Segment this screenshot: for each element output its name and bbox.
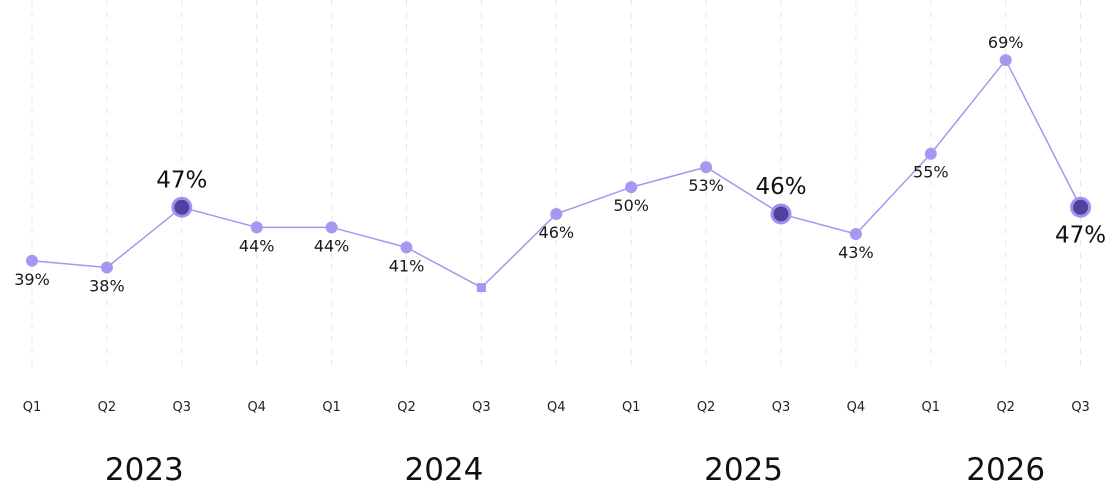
data-point: [625, 181, 638, 194]
x-tick-label: Q3: [772, 400, 791, 415]
data-label: 55%: [913, 163, 949, 182]
year-label: 2024: [404, 452, 483, 488]
data-label: 53%: [688, 176, 724, 195]
x-axis-tick-labels: Q1 Q2 Q3 Q4 Q1 Q2 Q3 Q4 Q1 Q2 Q3 Q4 Q1 Q2 Q3: [23, 400, 1090, 415]
data-point: [250, 221, 263, 234]
year-label: 2025: [704, 452, 783, 488]
data-point: [999, 54, 1012, 67]
x-tick-label: Q2: [98, 400, 117, 415]
data-point: [849, 228, 862, 241]
x-tick-label: Q2: [697, 400, 716, 415]
data-point: [325, 221, 338, 234]
data-label: 43%: [838, 243, 874, 262]
data-label: 69%: [988, 33, 1024, 52]
data-point: [400, 241, 413, 254]
data-point: [924, 147, 937, 160]
data-labels: 39% 38% 47% 44% 44% 41% 46% 50% 53% 46% 43% 55% 69% 4…: [14, 33, 1106, 295]
x-tick-label: Q3: [173, 400, 192, 415]
x-tick-label: Q2: [397, 400, 416, 415]
highlighted-data-point: [171, 196, 193, 218]
x-tick-label: Q1: [23, 400, 42, 415]
x-tick-label: Q1: [622, 400, 641, 415]
data-label: 47%: [1055, 222, 1106, 248]
data-label: 41%: [389, 256, 425, 275]
data-label: 50%: [613, 196, 649, 215]
data-label: 38%: [89, 276, 125, 295]
data-point: [100, 261, 113, 274]
year-label: 2026: [966, 452, 1045, 488]
year-label: 2023: [105, 452, 184, 488]
data-point: [700, 161, 713, 174]
data-point: [550, 207, 563, 220]
grid-lines: [31, 0, 1082, 368]
x-tick-label: Q2: [996, 400, 1015, 415]
data-label: 46%: [539, 223, 575, 242]
data-label: 46%: [755, 174, 806, 200]
x-tick-label: Q4: [847, 400, 866, 415]
year-labels: 2023 2024 2025 2026: [105, 452, 1045, 488]
data-points: [26, 54, 1092, 293]
data-label: 44%: [239, 236, 275, 255]
data-point: [26, 254, 38, 267]
x-tick-label: Q4: [247, 400, 266, 415]
data-label: 44%: [314, 236, 350, 255]
x-tick-label: Q4: [547, 400, 566, 415]
x-tick-label: Q1: [322, 400, 341, 415]
x-tick-label: Q3: [1071, 400, 1090, 415]
x-tick-label: Q1: [922, 400, 941, 415]
data-point: [476, 283, 486, 293]
x-tick-label: Q3: [472, 400, 491, 415]
data-label: 47%: [156, 167, 207, 193]
highlighted-data-point: [1070, 196, 1092, 218]
highlighted-data-point: [770, 203, 792, 225]
data-label: 39%: [14, 270, 50, 289]
